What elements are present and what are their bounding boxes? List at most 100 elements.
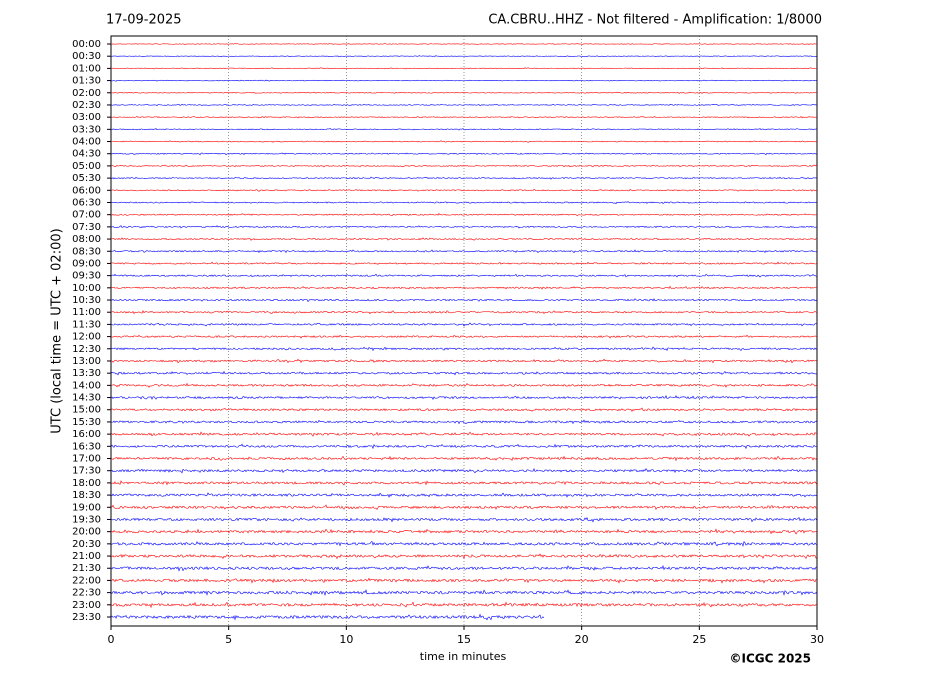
trace [110,322,818,327]
y-tick-label: 12:30 [72,344,101,355]
y-tick-label: 12:00 [72,332,101,343]
trace [110,455,818,462]
trace [110,334,818,339]
y-tick-label: 20:30 [72,539,101,550]
y-tick-label: 19:30 [72,514,101,525]
y-tick-label: 01:00 [72,63,101,74]
x-tick-label: 20 [575,633,589,646]
trace [110,67,818,70]
y-tick-label: 14:00 [72,380,101,391]
trace [110,613,545,621]
trace [110,55,818,58]
trace [110,152,818,156]
y-tick-label: 22:00 [72,575,101,586]
y-tick-label: 11:30 [72,319,101,330]
y-tick-label: 07:30 [72,222,101,233]
trace [110,176,818,180]
x-tick-label: 25 [692,633,706,646]
credit: ©ICGC 2025 [729,652,811,666]
y-tick-label: 04:00 [72,137,101,148]
y-tick-label: 05:30 [72,173,101,184]
y-tick-label: 20:00 [72,527,101,538]
chart-title: CA.CBRU..HHZ - Not filtered - Amplificat… [488,13,822,28]
y-tick-label: 16:30 [72,441,101,452]
trace [110,431,818,437]
trace [110,201,818,205]
y-tick-label: 11:00 [72,307,101,318]
trace [110,407,818,413]
trace [110,480,818,486]
trace [110,237,818,241]
y-tick-label: 04:30 [72,149,101,160]
x-tick-label: 5 [225,633,232,646]
trace [110,553,818,560]
y-tick-label: 15:00 [72,405,101,416]
y-tick-label: 22:30 [72,588,101,599]
trace [110,467,818,474]
trace [110,213,818,217]
trace [110,298,818,303]
y-tick-label: 21:30 [72,563,101,574]
trace [110,225,818,229]
y-tick-label: 14:30 [72,393,101,404]
trace [110,394,818,401]
y-tick-label: 18:00 [72,478,101,489]
trace [110,528,818,535]
y-tick-label: 18:30 [72,490,101,501]
trace [110,189,818,192]
trace [110,261,818,265]
x-axis-label: time in minutes [420,650,507,663]
y-tick-label: 16:00 [72,429,101,440]
trace [110,273,818,278]
y-tick-label: 03:00 [72,112,101,123]
x-tick-label: 10 [339,633,353,646]
y-tick-label: 23:30 [72,612,101,623]
trace [110,589,818,596]
trace [110,577,818,584]
y-tick-label: 17:00 [72,454,101,465]
trace [110,443,818,450]
trace [110,346,818,352]
y-tick-label: 06:00 [72,185,101,196]
y-tick-label: 13:30 [72,368,101,379]
trace [110,540,818,547]
trace [110,565,818,572]
trace [110,128,818,131]
y-tick-label: 02:30 [72,100,101,111]
x-tick-label: 0 [108,633,115,646]
trace [110,115,818,119]
y-tick-label: 00:00 [72,39,101,50]
y-tick-label: 08:30 [72,246,101,257]
y-tick-label: 10:00 [72,283,101,294]
y-tick-label: 21:00 [72,551,101,562]
y-tick-label: 15:30 [72,417,101,428]
trace [110,370,818,376]
y-tick-label: 03:30 [72,124,101,135]
trace [110,310,818,315]
date: 17-09-2025 [106,13,182,28]
y-tick-label: 02:00 [72,88,101,99]
trace [110,91,818,94]
y-tick-label: 09:00 [72,258,101,269]
trace [110,419,818,425]
trace [110,285,818,290]
trace [110,517,818,523]
trace [110,164,818,168]
trace [110,358,818,364]
trace [110,382,818,388]
trace [110,492,818,498]
y-tick-label: 06:30 [72,197,101,208]
y-tick-label: 23:00 [72,600,101,611]
trace [110,43,818,45]
y-tick-label: 19:00 [72,502,101,513]
y-tick-label: 09:30 [72,271,101,282]
y-tick-label: 05:00 [72,161,101,172]
y-axis-label: UTC (local time = UTC + 02:00) [50,228,65,433]
trace [110,79,818,82]
y-tick-label: 00:30 [72,51,101,62]
y-tick-label: 17:30 [72,466,101,477]
trace [110,504,818,511]
trace [110,249,818,254]
y-tick-label: 13:00 [72,356,101,367]
